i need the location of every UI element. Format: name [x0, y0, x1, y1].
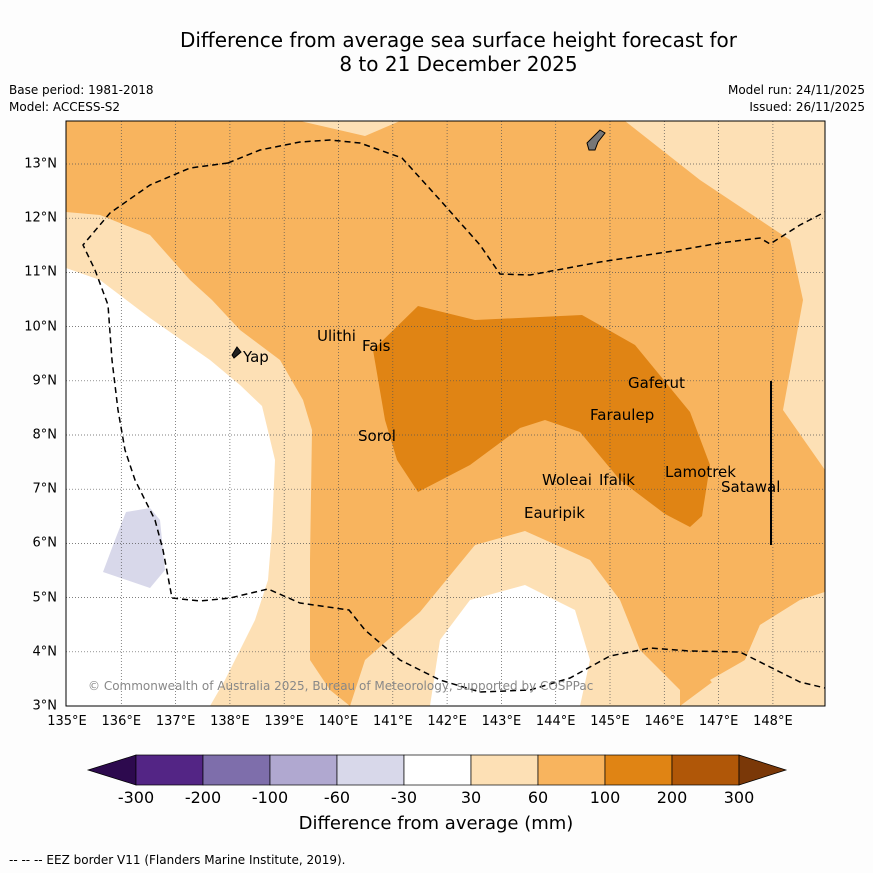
lon-label: 147°E: [698, 714, 739, 729]
colorbar-tick-label: 100: [589, 788, 621, 807]
contour-30-60-top: [300, 121, 400, 136]
place-sorol: Sorol: [358, 427, 396, 445]
colorbar-bin: [403, 754, 472, 786]
lat-label: 5°N: [32, 590, 58, 606]
colorbar-tick-label: -100: [251, 788, 289, 807]
colorbar-tick-label: -60: [323, 788, 351, 807]
colorbar-tick-label: 60: [527, 788, 549, 807]
colorbar-tick-label: -30: [390, 788, 418, 807]
lon-label: 137°E: [155, 714, 196, 729]
lon-label: 142°E: [427, 714, 467, 729]
contour-30-60-southeast: [710, 592, 825, 706]
place-ulithi: Ulithi: [317, 327, 356, 345]
lat-label: 3°N: [32, 698, 58, 714]
meta-left: Base period: 1981-2018 Model: ACCESS-S2: [9, 82, 154, 116]
contour-white-south: [430, 585, 590, 706]
colorbar-bin: [604, 754, 673, 786]
model-run: Model run: 24/11/2025: [727, 83, 865, 97]
colorbar-title: Difference from average (mm): [298, 813, 574, 834]
lon-label: 144°E: [535, 714, 576, 729]
colorbar-tick-label: -300: [117, 788, 155, 807]
lon-label: 141°E: [373, 714, 413, 729]
colorbar-bin: [202, 754, 271, 786]
eez-legend-note: -- -- -- EEZ border V11 (Flanders Marine…: [9, 853, 346, 867]
lon-label: 145°E: [590, 714, 630, 729]
model-name: Model: ACCESS-S2: [9, 100, 121, 114]
lat-label: 10°N: [24, 319, 57, 335]
colorbar-bin: [470, 754, 539, 786]
colorbar-extend-high: [738, 754, 788, 786]
colorbar-tick-label: 300: [723, 788, 755, 807]
eez-border-curve: [82, 162, 825, 693]
place-eauripik: Eauripik: [524, 504, 585, 522]
place-satawal: Satawal: [721, 478, 780, 496]
place-faraulep: Faraulep: [590, 406, 654, 424]
lat-label: 9°N: [32, 373, 58, 389]
colorbar-bin: [269, 754, 338, 786]
lat-label: 8°N: [32, 427, 58, 443]
lat-label: 7°N: [32, 481, 58, 497]
place-woleai: Woleai: [542, 471, 592, 489]
lon-label: 138°E: [210, 714, 250, 729]
lon-label: 135°E: [47, 714, 87, 729]
yap-island: [231, 346, 242, 359]
place-gaferut: Gaferut: [628, 374, 685, 392]
lon-label: 148°E: [753, 714, 793, 729]
lat-label: 4°N: [32, 644, 58, 660]
lon-label: 143°E: [481, 714, 522, 729]
title-line-1: Difference from average sea surface heig…: [179, 28, 738, 52]
map-title: Difference from average sea surface heig…: [0, 28, 873, 76]
lon-label: 139°E: [264, 714, 304, 729]
colorbar-bin: [336, 754, 405, 786]
eez-border-west: [227, 139, 825, 276]
place-yap: Yap: [242, 348, 269, 366]
lat-label: 12°N: [24, 210, 57, 226]
colorbar-tick-label: -200: [184, 788, 222, 807]
contour-minus60-minus30: [103, 508, 165, 588]
colorbar-tick-label: 30: [460, 788, 482, 807]
place-fais: Fais: [362, 337, 391, 355]
lon-label: 146°E: [644, 714, 685, 729]
colorbar-tick-label: 200: [656, 788, 688, 807]
colorbar: [86, 754, 788, 786]
colorbar-bin: [537, 754, 606, 786]
contour-100-200: [373, 306, 710, 527]
place-lamotrek: Lamotrek: [665, 463, 736, 481]
map-gridlines: [66, 121, 825, 706]
copyright-text: © Commonwealth of Australia 2025, Bureau…: [88, 679, 593, 693]
colorbar-extend-low: [86, 754, 137, 786]
lon-label: 136°E: [101, 714, 142, 729]
place-ifalik: Ifalik: [599, 471, 635, 489]
lat-label: 6°N: [32, 535, 58, 551]
title-line-2: 8 to 21 December 2025: [339, 52, 578, 76]
colorbar-bin: [135, 754, 204, 786]
contour-white-west: [66, 268, 275, 706]
map-frame: [65, 120, 826, 707]
contour-30-60-topright: [625, 121, 825, 240]
meta-right: Model run: 24/11/2025 Issued: 26/11/2025: [728, 82, 865, 116]
base-period: Base period: 1981-2018: [9, 83, 154, 97]
guam-island: [586, 129, 606, 151]
issued-date: Issued: 26/11/2025: [749, 100, 865, 114]
colorbar-bin: [671, 754, 740, 786]
lon-label: 140°E: [318, 714, 359, 729]
lat-label: 11°N: [24, 264, 57, 280]
lat-label: 13°N: [24, 156, 57, 172]
